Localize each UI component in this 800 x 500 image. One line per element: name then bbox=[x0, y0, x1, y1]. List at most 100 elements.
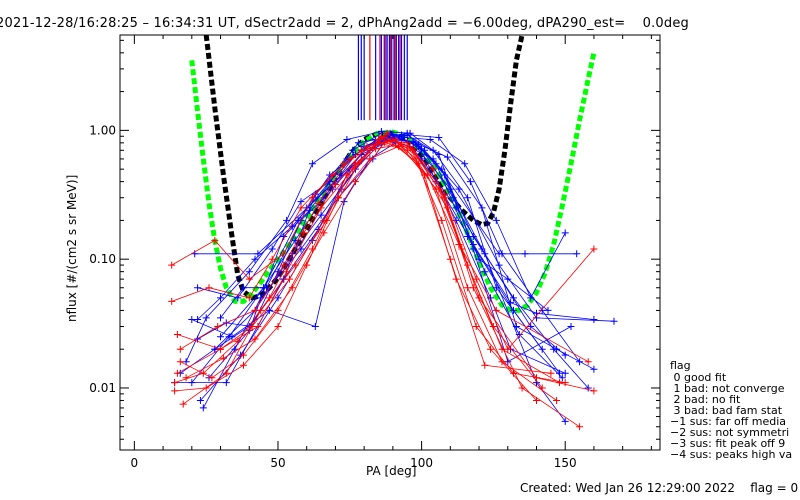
data-point-red bbox=[211, 236, 219, 244]
flag-legend: flag 0 good fit 1 bad: not converge 2 ba… bbox=[670, 360, 792, 460]
data-point-blue bbox=[308, 160, 316, 168]
data-point-red bbox=[329, 171, 337, 179]
data-point-red bbox=[168, 261, 176, 269]
fit-curve-black bbox=[203, 35, 525, 301]
data-point-blue bbox=[188, 316, 196, 323]
legend-entry: −3 sus: fit peak off 9 bbox=[670, 437, 786, 450]
y-axis-label: nflux [#/(cm2 s sr MeV)] bbox=[65, 174, 79, 322]
x-axis-label: PA [deg] bbox=[366, 464, 417, 478]
data-point-blue bbox=[556, 369, 563, 377]
data-point-red bbox=[455, 241, 463, 248]
legend-entry: 1 bad: not converge bbox=[670, 382, 785, 395]
series-line-blue bbox=[202, 132, 566, 409]
data-point-red bbox=[380, 139, 388, 147]
data-point-blue bbox=[527, 323, 535, 330]
data-point-blue bbox=[297, 198, 305, 206]
data-point-red bbox=[245, 275, 253, 283]
series-line-red bbox=[180, 143, 589, 379]
footer-created-text: Created: Wed Jan 26 12:29:00 2022 flag =… bbox=[520, 481, 799, 495]
legend-entry: −4 sus: peaks high va bbox=[670, 448, 793, 461]
data-point-blue bbox=[403, 131, 411, 139]
x-tick-label: 150 bbox=[554, 456, 577, 470]
data-point-blue bbox=[449, 194, 457, 202]
y-tick-label: 0.01 bbox=[89, 381, 116, 395]
data-point-blue bbox=[196, 397, 204, 404]
data-point-red bbox=[171, 379, 179, 387]
data-point-blue bbox=[217, 314, 224, 322]
data-point-blue bbox=[225, 333, 233, 341]
data-point-red bbox=[283, 268, 291, 276]
data-point-red bbox=[288, 284, 296, 292]
data-point-red bbox=[280, 261, 288, 269]
data-point-blue bbox=[354, 139, 362, 147]
data-point-blue bbox=[426, 136, 434, 143]
data-point-red bbox=[547, 369, 555, 377]
data-point-blue bbox=[268, 245, 276, 253]
data-point-blue bbox=[590, 316, 598, 323]
legend-entry: 2 bad: no fit bbox=[670, 393, 741, 406]
data-point-blue bbox=[584, 384, 592, 392]
data-point-blue bbox=[306, 206, 314, 214]
data-point-red bbox=[352, 160, 359, 168]
data-point-blue bbox=[245, 268, 253, 276]
data-point-blue bbox=[610, 317, 618, 325]
axis-ticks-layer: 0 50 100 150 0.01 0.10 1.00 bbox=[89, 35, 660, 470]
data-point-blue bbox=[194, 284, 202, 292]
data-point-blue bbox=[435, 134, 443, 141]
data-point-red bbox=[472, 323, 480, 330]
data-point-blue bbox=[495, 250, 503, 258]
data-point-red bbox=[590, 245, 598, 253]
data-point-red bbox=[303, 261, 311, 269]
x-tick-label: 100 bbox=[410, 456, 433, 470]
data-point-red bbox=[208, 374, 216, 382]
data-point-red bbox=[518, 384, 526, 392]
data-point-blue bbox=[343, 136, 351, 143]
data-series-layer bbox=[168, 128, 618, 431]
data-point-red bbox=[383, 129, 391, 137]
fit-curves-layer bbox=[189, 35, 597, 313]
data-point-red bbox=[409, 145, 417, 153]
data-point-red bbox=[576, 423, 584, 431]
series-line-red bbox=[174, 139, 537, 401]
plot-frame bbox=[119, 34, 661, 451]
data-point-blue bbox=[561, 417, 569, 425]
data-point-red bbox=[308, 194, 316, 202]
data-point-red bbox=[487, 345, 494, 353]
data-point-red bbox=[314, 200, 322, 208]
data-point-red bbox=[173, 331, 181, 338]
series-line-blue bbox=[208, 137, 566, 379]
data-point-red bbox=[205, 284, 213, 292]
marker-lines-layer bbox=[357, 35, 408, 121]
data-point-blue bbox=[461, 160, 469, 168]
data-point-red bbox=[168, 297, 176, 305]
data-point-red bbox=[199, 369, 207, 377]
data-point-red bbox=[489, 323, 497, 330]
data-point-blue bbox=[538, 306, 546, 314]
data-point-blue bbox=[418, 145, 426, 153]
data-point-red bbox=[182, 374, 190, 382]
data-point-red bbox=[214, 323, 222, 330]
data-point-red bbox=[590, 387, 598, 395]
data-point-red bbox=[331, 181, 339, 188]
data-point-red bbox=[317, 204, 325, 212]
data-point-red bbox=[173, 369, 181, 377]
data-point-red bbox=[265, 294, 273, 302]
data-point-red bbox=[217, 345, 224, 353]
series-line-blue bbox=[191, 142, 615, 338]
data-point-red bbox=[492, 306, 500, 314]
series-line-red bbox=[177, 135, 566, 383]
data-point-blue bbox=[191, 250, 199, 258]
data-point-blue bbox=[452, 216, 460, 224]
data-point-blue bbox=[515, 331, 523, 338]
data-point-blue bbox=[260, 284, 268, 292]
legend-entry: 0 good fit bbox=[670, 371, 727, 384]
data-point-blue bbox=[217, 294, 224, 302]
data-point-red bbox=[297, 204, 305, 212]
data-point-red bbox=[352, 178, 359, 186]
data-point-red bbox=[179, 400, 187, 408]
data-point-red bbox=[274, 323, 282, 330]
data-point-blue bbox=[222, 379, 230, 387]
series-line-blue bbox=[194, 135, 577, 255]
data-point-blue bbox=[492, 216, 500, 224]
